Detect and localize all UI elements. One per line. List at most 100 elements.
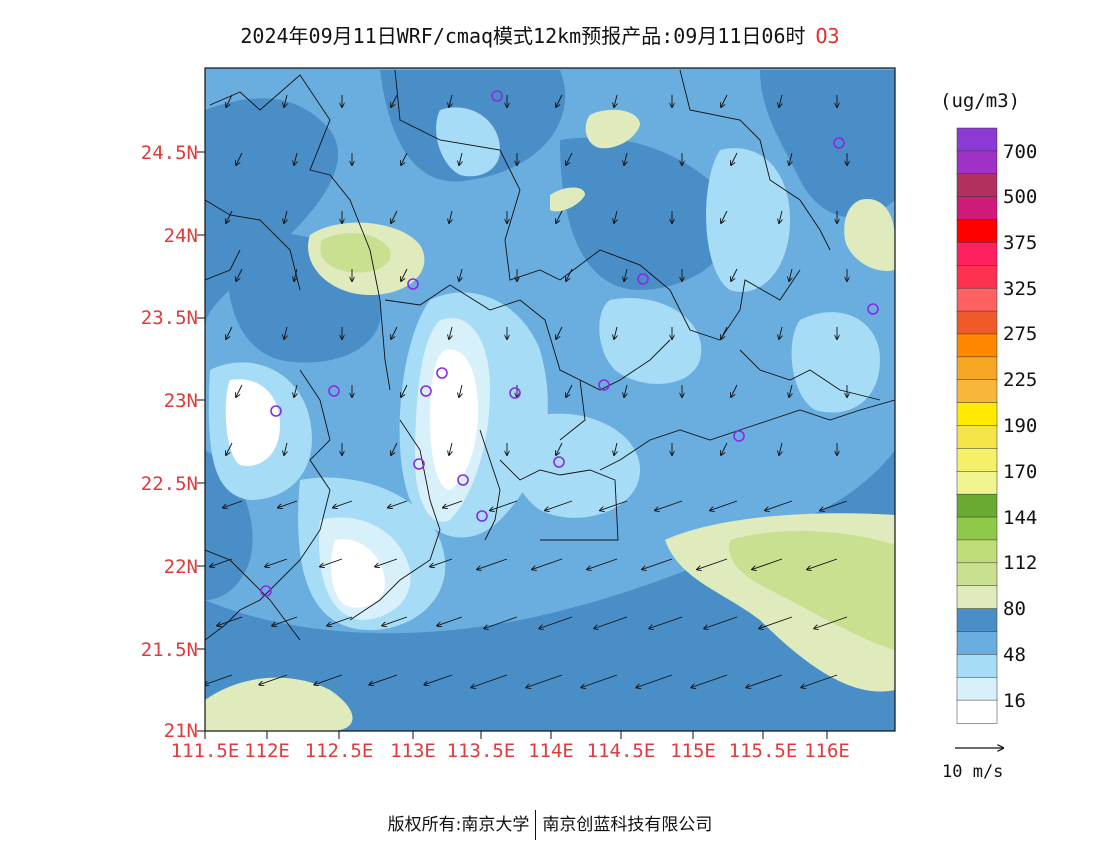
- colorbar-swatch: [956, 333, 998, 358]
- wind-arrow: [314, 674, 343, 685]
- wind-arrow: [789, 152, 792, 165]
- colorbar-label: 80: [1003, 598, 1026, 620]
- colorbar-label: 48: [1003, 644, 1026, 666]
- wind-vectors: [205, 94, 847, 688]
- wind-arrow: [294, 152, 297, 165]
- wind-arrow: [642, 558, 673, 569]
- wind-arrow: [278, 500, 298, 508]
- colorbar-swatch: [956, 287, 998, 312]
- wind-arrow: [449, 94, 452, 107]
- wind-arrow: [636, 674, 673, 688]
- wind-arrow: [226, 210, 233, 223]
- station-marker: [436, 367, 448, 379]
- colorbar-swatch: [956, 242, 998, 267]
- wind-arrow: [226, 94, 233, 107]
- colorbar-swatch: [956, 562, 998, 587]
- wind-arrow: [401, 384, 408, 397]
- copyright-prefix: 版权所有:: [387, 815, 462, 835]
- wind-arrow: [779, 326, 782, 339]
- copyright-org1: 南京大学: [461, 815, 530, 835]
- wind-arrow: [566, 152, 573, 165]
- station-marker: [637, 273, 649, 285]
- wind-arrow: [210, 558, 233, 567]
- wind-arrow: [721, 210, 728, 223]
- wind-arrow: [752, 558, 783, 569]
- wind-arrow: [265, 558, 288, 567]
- wind-arrow: [320, 558, 343, 567]
- colorbar-label: 700: [1003, 141, 1038, 163]
- wind-arrow: [391, 326, 398, 339]
- colorbar-swatch: [956, 471, 998, 495]
- lat-tick-label: 23.5N: [140, 307, 198, 329]
- colorbar-swatch: [956, 676, 998, 701]
- unit-label: (ug/m3): [940, 90, 1021, 112]
- colorbar-label: 500: [1003, 186, 1038, 208]
- wind-arrow: [388, 500, 408, 508]
- lat-tick-label: 24.5N: [140, 142, 198, 164]
- colorbar-swatch: [956, 196, 998, 221]
- wind-arrow: [624, 384, 627, 397]
- wind-arrow: [284, 94, 287, 107]
- wind-arrow: [779, 442, 782, 455]
- wind-arrow: [391, 94, 398, 107]
- wind-arrow: [226, 442, 233, 455]
- wind-arrow: [545, 500, 573, 510]
- colorbar-swatch: [956, 356, 998, 381]
- colorbar-swatch: [956, 585, 998, 610]
- wind-arrow: [614, 210, 617, 223]
- station-marker: [553, 456, 565, 468]
- wind-arrow: [259, 674, 288, 685]
- wind-arrow: [649, 616, 683, 628]
- wind-arrow: [272, 616, 298, 626]
- wind-arrow: [532, 558, 563, 569]
- station-marker: [509, 387, 521, 399]
- lon-tick-label: 114E: [528, 740, 574, 762]
- station-marker: [867, 303, 879, 315]
- colorbar-swatch: [956, 173, 998, 198]
- station-marker: [733, 430, 745, 442]
- colorbar-swatch: [956, 539, 998, 564]
- station-marker: [457, 474, 469, 486]
- station-marker: [598, 379, 610, 391]
- wind-arrow: [327, 616, 353, 626]
- wind-arrow: [430, 558, 453, 567]
- wind-arrow: [526, 674, 563, 688]
- wind-arrow: [556, 442, 563, 455]
- wind-arrow: [655, 500, 683, 510]
- colorbar-swatch: [956, 127, 998, 152]
- wind-arrow: [539, 616, 573, 628]
- wind-arrow: [600, 500, 628, 510]
- colorbar-label: 170: [1003, 461, 1038, 483]
- wind-arrow: [731, 152, 738, 165]
- station-marker: [413, 458, 425, 470]
- wind-arrow: [765, 500, 793, 510]
- wind-arrow: [490, 500, 518, 510]
- lat-tick-label: 22.5N: [140, 473, 198, 495]
- copyright-org2: 南京创蓝科技有限公司: [542, 815, 713, 835]
- wind-arrow: [369, 674, 398, 685]
- wind-arrow: [697, 558, 728, 569]
- lon-tick-label: 111.5E: [170, 740, 240, 762]
- colorbar-label: 275: [1003, 323, 1038, 345]
- wind-arrow: [284, 326, 287, 339]
- wind-arrow: [471, 674, 508, 688]
- colorbar-label: 225: [1003, 369, 1038, 391]
- wind-arrow: [391, 210, 398, 223]
- wind-arrow: [556, 210, 563, 223]
- wind-arrow: [746, 674, 783, 688]
- wind-arrow: [614, 326, 617, 339]
- colorbar-swatch: [956, 631, 998, 656]
- wind-arrow: [236, 384, 243, 397]
- wind-arrow: [226, 326, 233, 339]
- station-marker: [407, 278, 419, 290]
- wind-arrow: [449, 210, 452, 223]
- axis-ticks: [197, 151, 828, 739]
- colorbar-label: 190: [1003, 415, 1038, 437]
- wind-arrow: [424, 674, 453, 685]
- wind-arrow: [759, 616, 793, 628]
- colorbar-swatch: [956, 402, 998, 427]
- wind-arrow: [459, 152, 462, 165]
- wind-arrow: [624, 268, 627, 281]
- wind-arrow: [484, 616, 518, 628]
